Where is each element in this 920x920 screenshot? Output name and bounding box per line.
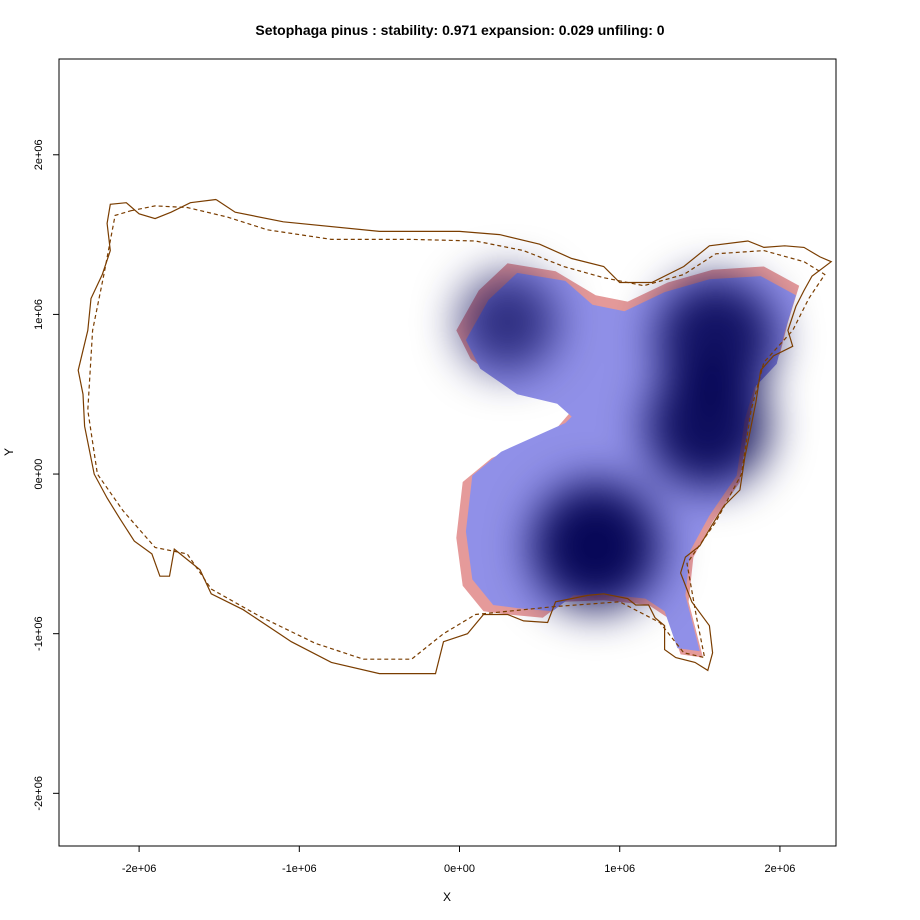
y-tick-label: 1e+06 <box>33 299 45 330</box>
y-tick-label: -1e+06 <box>33 616 45 651</box>
y-tick-label: 0e+00 <box>33 459 45 490</box>
y-tick-label: 2e+06 <box>33 139 45 170</box>
density-peak-3 <box>646 364 770 488</box>
y-tick-label: -2e+06 <box>33 776 45 811</box>
density-peak-4 <box>531 481 660 610</box>
x-axis-label: X <box>443 890 451 904</box>
y-axis-label: Y <box>2 448 16 456</box>
outline-layer <box>77 198 833 675</box>
density-peak-2 <box>655 278 776 399</box>
x-tick-label: 1e+06 <box>604 863 635 875</box>
plot-area <box>77 198 833 675</box>
x-tick-label: -1e+06 <box>282 863 317 875</box>
x-axis: -2e+06 -1e+06 0e+00 1e+06 2e+06 <box>122 846 795 875</box>
x-tick-label: 2e+06 <box>764 863 795 875</box>
density-peaks <box>457 272 776 610</box>
density-peak-1 <box>457 272 558 373</box>
x-tick-label: 0e+00 <box>444 863 475 875</box>
x-tick-label: -2e+06 <box>122 863 157 875</box>
y-axis: -2e+06 -1e+06 0e+00 1e+06 2e+06 <box>33 139 59 811</box>
range-density-layer <box>456 263 800 658</box>
solid-outline <box>77 198 833 675</box>
chart-title: Setophaga pinus : stability: 0.971 expan… <box>255 22 665 38</box>
plot-frame <box>58 58 837 847</box>
